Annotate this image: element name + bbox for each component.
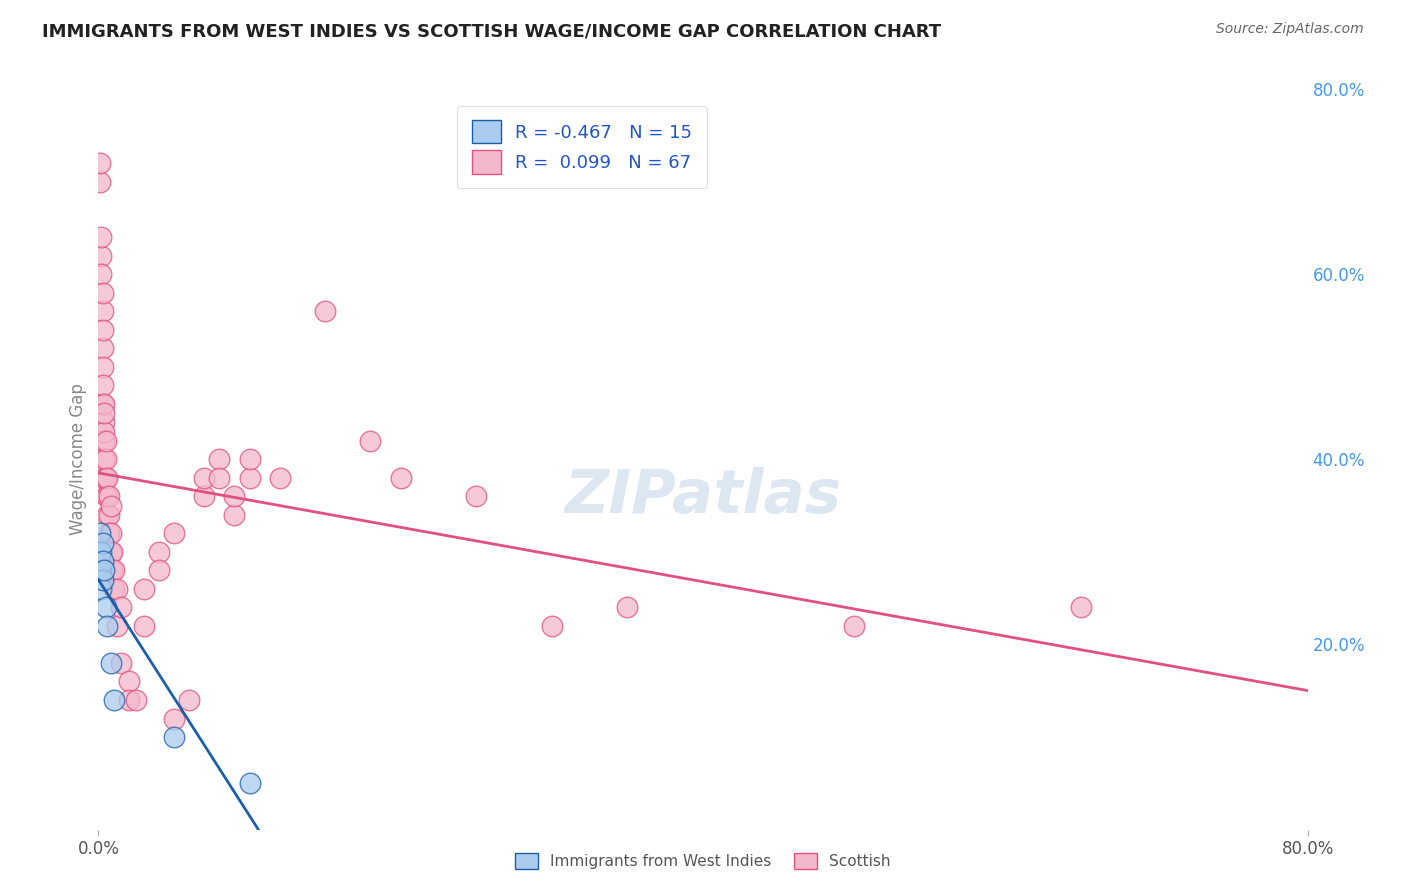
Point xyxy=(110,656,132,670)
Point xyxy=(89,526,111,541)
Point xyxy=(90,564,112,578)
Point xyxy=(1070,600,1092,615)
Point xyxy=(208,471,231,485)
Point xyxy=(96,471,118,485)
Point xyxy=(90,545,112,559)
Point xyxy=(91,378,114,392)
Point xyxy=(90,582,112,596)
Point xyxy=(91,359,114,374)
Point xyxy=(90,230,112,244)
Point xyxy=(616,600,638,615)
Point xyxy=(94,452,117,467)
Point xyxy=(540,619,562,633)
Point xyxy=(360,434,382,448)
Point xyxy=(98,489,121,503)
Y-axis label: Wage/Income Gap: Wage/Income Gap xyxy=(69,384,87,535)
Point xyxy=(94,471,117,485)
Point xyxy=(100,499,122,513)
Point xyxy=(91,323,114,337)
Point xyxy=(118,674,141,689)
Point xyxy=(93,415,115,429)
Legend: R = -0.467   N = 15, R =  0.099   N = 67: R = -0.467 N = 15, R = 0.099 N = 67 xyxy=(457,105,707,188)
Point xyxy=(844,619,866,633)
Point xyxy=(239,452,262,467)
Point xyxy=(93,425,115,439)
Point xyxy=(96,489,118,503)
Point xyxy=(101,545,124,559)
Point xyxy=(224,508,246,522)
Point xyxy=(90,249,112,263)
Point xyxy=(239,776,262,790)
Point xyxy=(193,489,215,503)
Point xyxy=(91,285,114,300)
Point xyxy=(105,619,128,633)
Point xyxy=(269,471,291,485)
Legend: Immigrants from West Indies, Scottish: Immigrants from West Indies, Scottish xyxy=(509,847,897,875)
Text: ZIPatlas: ZIPatlas xyxy=(564,467,842,526)
Text: Source: ZipAtlas.com: Source: ZipAtlas.com xyxy=(1216,22,1364,37)
Point xyxy=(239,471,262,485)
Point xyxy=(125,693,148,707)
Point xyxy=(93,406,115,420)
Point xyxy=(98,526,121,541)
Point xyxy=(96,619,118,633)
Point xyxy=(93,471,115,485)
Point xyxy=(93,397,115,411)
Point xyxy=(105,582,128,596)
Point xyxy=(132,619,155,633)
Point xyxy=(132,582,155,596)
Point xyxy=(93,434,115,448)
Point xyxy=(103,582,125,596)
Point xyxy=(193,471,215,485)
Text: IMMIGRANTS FROM WEST INDIES VS SCOTTISH WAGE/INCOME GAP CORRELATION CHART: IMMIGRANTS FROM WEST INDIES VS SCOTTISH … xyxy=(42,22,941,40)
Point xyxy=(93,452,115,467)
Point xyxy=(208,452,231,467)
Point xyxy=(179,693,201,707)
Point xyxy=(94,600,117,615)
Point xyxy=(91,397,114,411)
Point xyxy=(90,268,112,282)
Point xyxy=(98,508,121,522)
Point xyxy=(101,564,124,578)
Point xyxy=(91,573,114,587)
Point xyxy=(224,489,246,503)
Point xyxy=(93,564,115,578)
Point xyxy=(148,545,170,559)
Point xyxy=(91,554,114,568)
Point xyxy=(389,471,412,485)
Point xyxy=(148,564,170,578)
Point xyxy=(163,712,186,726)
Point xyxy=(100,656,122,670)
Point xyxy=(94,489,117,503)
Point xyxy=(118,693,141,707)
Point xyxy=(110,600,132,615)
Point xyxy=(94,434,117,448)
Point xyxy=(91,535,114,549)
Point xyxy=(89,156,111,170)
Point xyxy=(96,508,118,522)
Point xyxy=(89,175,111,189)
Point xyxy=(91,341,114,355)
Point xyxy=(163,526,186,541)
Point xyxy=(314,304,336,318)
Point xyxy=(103,693,125,707)
Point xyxy=(89,545,111,559)
Point xyxy=(100,526,122,541)
Point xyxy=(465,489,488,503)
Point xyxy=(163,730,186,744)
Point xyxy=(103,564,125,578)
Point xyxy=(91,304,114,318)
Point xyxy=(100,545,122,559)
